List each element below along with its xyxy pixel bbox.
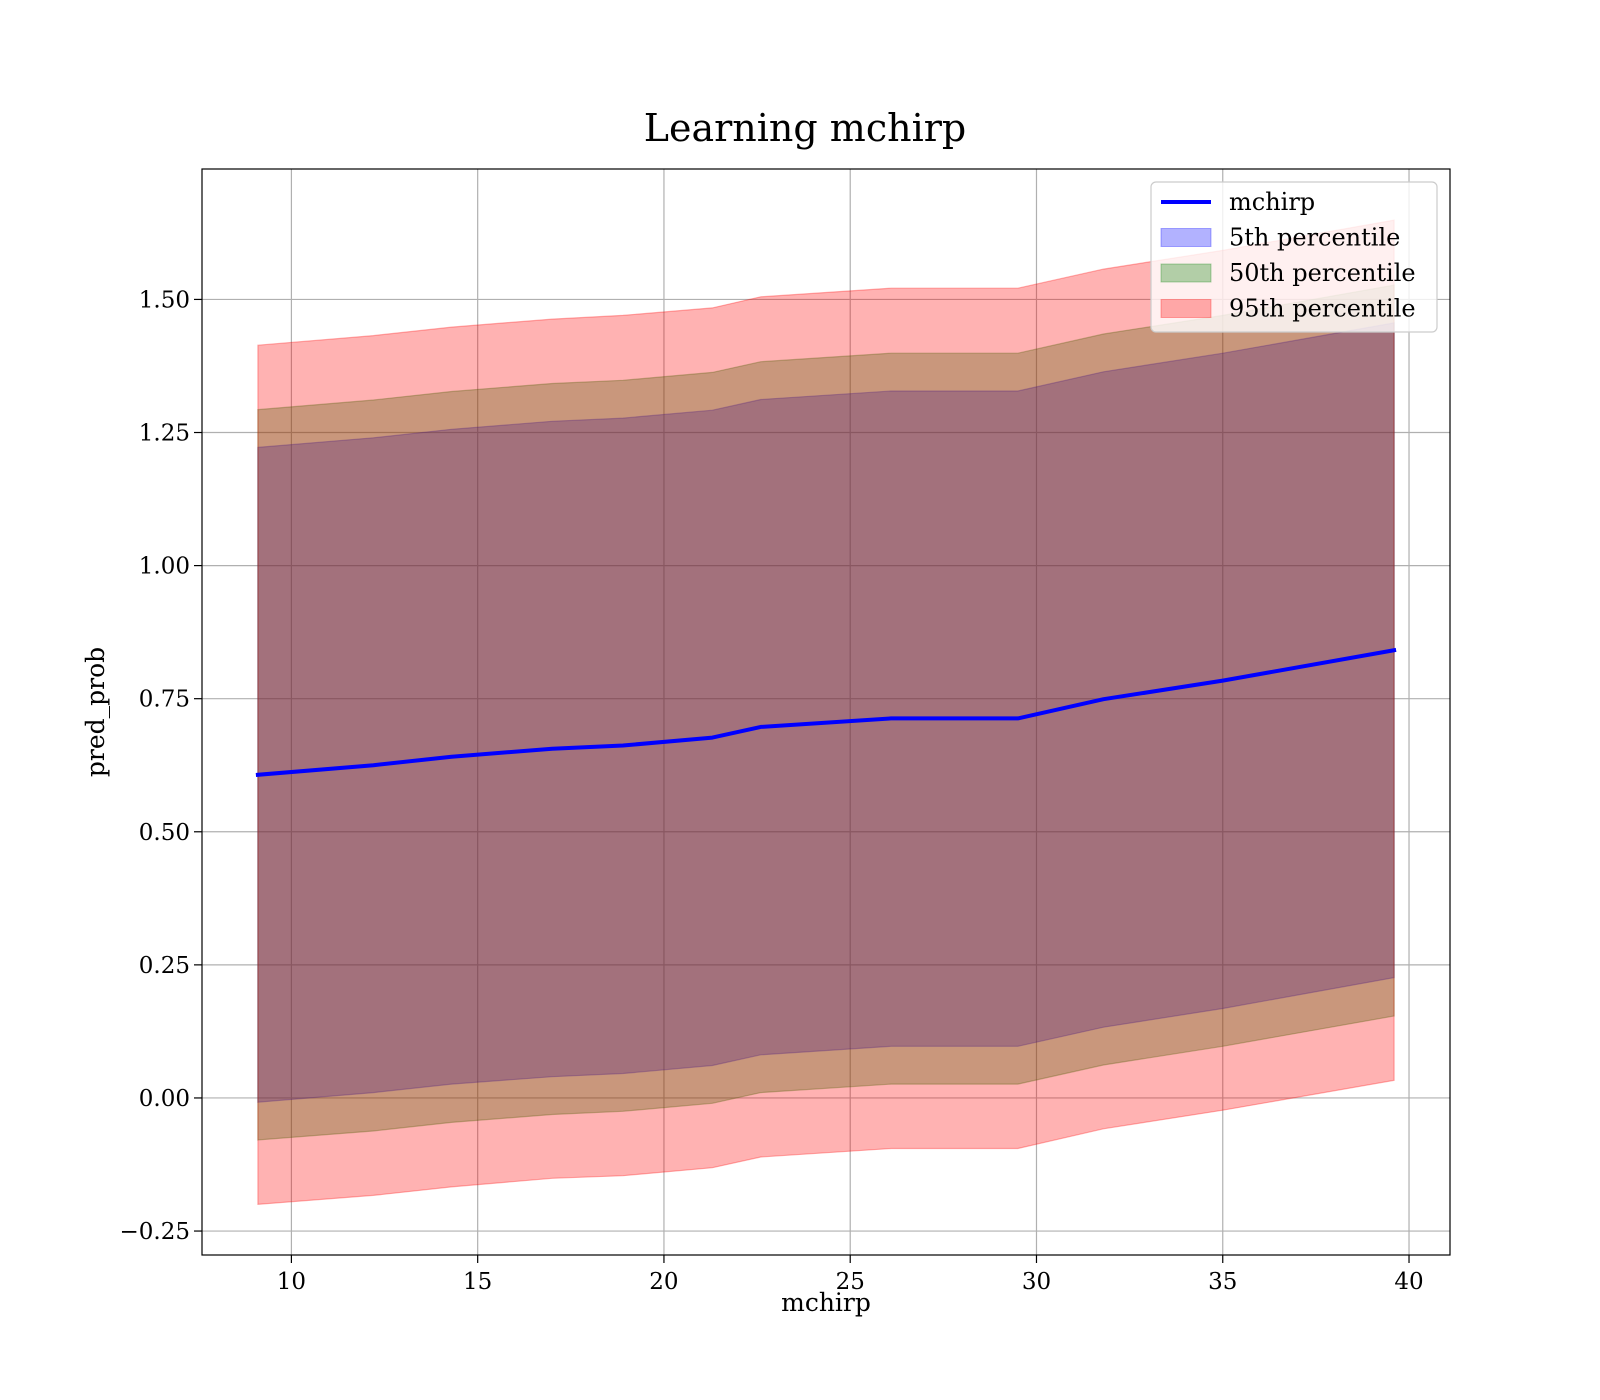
y-tick-label: 0.25 (139, 953, 190, 979)
legend-box (1150, 181, 1438, 333)
legend-label: 5th percentile (1229, 224, 1400, 252)
grid (202, 169, 1450, 1255)
x-axis-label: mchirp (781, 1288, 871, 1317)
percentile-bands (257, 219, 1395, 1206)
legend-label: 95th percentile (1229, 295, 1416, 323)
series-line-mchirp (255, 647, 1397, 777)
x-tick-label: 35 (1208, 1269, 1237, 1295)
x-tick-label: 40 (1394, 1269, 1423, 1295)
x-tick-label: 30 (1022, 1269, 1051, 1295)
legend: mchirp 5th percentile 50th percentile 95th … (1150, 181, 1438, 333)
y-tick-label: 0.00 (139, 1086, 190, 1112)
y-tick-label: 1.00 (139, 554, 190, 580)
legend-label: 50th percentile (1229, 259, 1416, 287)
x-tick-label: 10 (277, 1269, 306, 1295)
band-5th-percentile (257, 322, 1395, 1103)
y-tick-label: 0.50 (139, 820, 190, 846)
legend-swatch-band (1160, 299, 1212, 318)
legend-label: mchirp (1229, 188, 1315, 216)
x-tick-label: 25 (836, 1269, 865, 1295)
x-tick-label: 15 (463, 1269, 492, 1295)
series-lines (255, 647, 1397, 777)
y-tick-label: 1.50 (139, 287, 190, 313)
axis-ticks: 10 15 20 25 30 35 40 −0.25 0.00 0.25 0.50 0.75 1.00 1… (120, 287, 1424, 1295)
y-tick-label: 1.25 (139, 421, 190, 447)
y-axis-label: pred_prob (81, 647, 110, 777)
legend-swatch-band (1160, 228, 1212, 247)
band-95th-percentile (257, 219, 1395, 1206)
y-tick-label: 0.75 (139, 687, 190, 713)
legend-swatch-band (1160, 263, 1212, 283)
plot-frame (201, 168, 1451, 1256)
chart-title: Learning mchirp (644, 106, 966, 150)
x-tick-label: 20 (649, 1269, 678, 1295)
band-50th-percentile (257, 284, 1395, 1141)
y-tick-label: −0.25 (120, 1219, 190, 1245)
